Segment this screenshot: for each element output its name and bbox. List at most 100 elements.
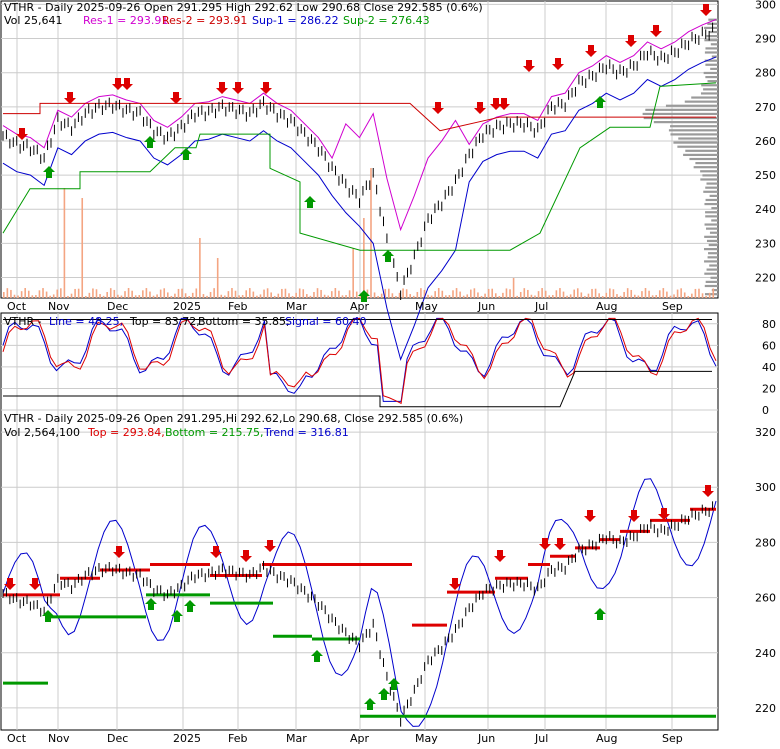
profile-bar: [706, 239, 718, 243]
volume-bar: [270, 292, 272, 298]
volume-bar: [142, 290, 144, 298]
volume-bar: [409, 294, 412, 298]
trend-up-arrow-4: [311, 650, 323, 662]
volume-bar: [373, 292, 376, 298]
profile-bar: [653, 121, 718, 124]
trend-up-arrow-7: [388, 678, 400, 690]
osc-top-label: Top = 83.72,: [129, 315, 200, 328]
trend-up-arrow-3: [184, 600, 196, 612]
volume-bar: [117, 294, 119, 298]
volume-bar: [591, 288, 593, 298]
trend-ytick-240: 240: [755, 647, 776, 660]
profile-bar: [665, 104, 718, 107]
profile-bar: [673, 141, 718, 144]
price-down-arrow-3: [121, 78, 133, 90]
volume-bar: [273, 295, 276, 298]
price-up-arrow-0: [43, 166, 55, 178]
volume-bar: [45, 291, 48, 298]
volume-bar: [6, 288, 9, 298]
volume-bar: [345, 295, 347, 298]
trend-ytick-260: 260: [755, 592, 776, 605]
volume-bar: [327, 295, 330, 298]
volume-bar: [359, 295, 362, 298]
volume-bar: [680, 288, 682, 298]
volume-bar: [698, 288, 700, 298]
volume-bar: [537, 291, 540, 298]
volume-bar: [238, 295, 240, 298]
volume-bar: [705, 295, 707, 298]
price-xtick-Apr: Apr: [350, 300, 370, 313]
price-down-arrow-7: [260, 82, 272, 94]
price-down-arrow-2: [112, 78, 124, 90]
profile-bar: [701, 84, 718, 87]
volume-bar: [712, 288, 715, 298]
trend-down-arrow-5: [264, 540, 276, 552]
profile-bar: [642, 112, 718, 116]
profile-bar: [704, 202, 718, 206]
volume-bar: [648, 290, 650, 298]
profile-bar: [711, 288, 718, 292]
profile-bar: [668, 129, 718, 132]
volume-bar: [509, 289, 511, 298]
trend-down-arrow-13: [702, 485, 714, 497]
volume-bar: [42, 288, 44, 298]
volume-bar: [370, 168, 372, 298]
volume-bar: [655, 295, 657, 298]
trend-down-arrow-2: [113, 546, 125, 558]
profile-bar: [705, 211, 718, 214]
trend-down-arrow-7: [494, 550, 506, 562]
profile-bar: [711, 207, 718, 210]
price-xtick-Oct: Oct: [7, 300, 27, 313]
volume-bar: [302, 289, 305, 298]
volume-bar: [256, 295, 258, 298]
osc-signal-label: Signal = 60.40: [285, 315, 367, 328]
profile-bar: [677, 145, 718, 148]
trend-up-arrow-5: [364, 698, 376, 710]
trend-xtick-Jun: Jun: [477, 732, 495, 745]
res2-line: [3, 102, 716, 132]
profile-bar: [691, 96, 718, 99]
price-down-arrow-13: [552, 58, 564, 70]
volume-bar: [138, 295, 141, 298]
volume-bar: [245, 290, 248, 298]
price-xtick-Nov: Nov: [48, 300, 70, 313]
profile-bar: [704, 293, 718, 296]
price-down-arrow-14: [585, 45, 597, 57]
trend-xtick-Feb: Feb: [228, 732, 247, 745]
volume-bar: [701, 293, 704, 298]
res2-label: Res-2 = 293.91: [162, 14, 247, 27]
osc-symbol: VTHR -: [4, 315, 42, 328]
volume-bar: [241, 295, 244, 298]
price-down-arrow-6: [232, 82, 244, 94]
volume-bar: [462, 295, 465, 298]
volume-bar: [594, 288, 597, 298]
volume-bar: [145, 288, 148, 298]
volume-bar: [120, 295, 123, 298]
profile-bar: [700, 178, 718, 181]
volume-bar: [277, 293, 280, 298]
price-xtick-Jul: Jul: [534, 300, 548, 313]
volume-bar: [455, 288, 458, 298]
trend-down-arrow-11: [628, 510, 640, 522]
trend-up-arrow-2: [171, 610, 183, 622]
profile-bar: [704, 39, 718, 42]
volume-bar: [174, 293, 176, 298]
trend-up-arrow-8: [594, 608, 606, 620]
volume-bar: [209, 291, 212, 298]
axis-ticks: 220 230 240 250 260 270 280 290 300 0 20 40 60 80 220 2…: [7, 0, 776, 745]
volume-bar: [131, 290, 133, 298]
volume-bar: [651, 295, 654, 298]
volume-bar: [466, 294, 469, 298]
price-xtick-2025: 2025: [173, 300, 201, 313]
volume-bar: [687, 295, 690, 298]
profile-bar: [693, 166, 718, 169]
profile-bar: [704, 260, 718, 263]
profile-bar: [706, 227, 718, 230]
price-up-arrow-4: [358, 290, 370, 302]
volume-bar: [601, 295, 604, 298]
volume-bar: [323, 294, 326, 298]
price-volume-label: Vol 25,641: [4, 14, 62, 27]
price-ytick-300: 300: [755, 0, 776, 11]
price-up-arrow-6: [594, 96, 606, 108]
trend-xtick-Jul: Jul: [534, 732, 548, 745]
